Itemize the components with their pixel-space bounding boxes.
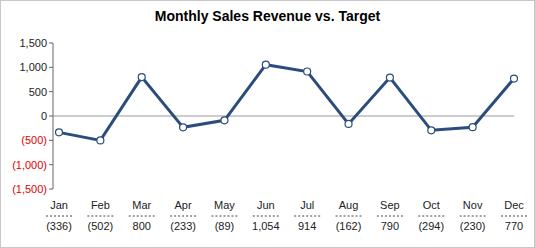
svg-text:(162): (162) (336, 220, 362, 232)
svg-text:Jun: Jun (257, 199, 275, 211)
svg-text:(500): (500) (21, 134, 47, 146)
svg-text:Aug: Aug (339, 199, 359, 211)
svg-text:790: 790 (381, 220, 399, 232)
svg-text:914: 914 (298, 220, 316, 232)
svg-text:Jan: Jan (50, 199, 68, 211)
svg-text:Dec: Dec (504, 199, 524, 211)
svg-text:(502): (502) (88, 220, 114, 232)
svg-text:0: 0 (41, 110, 47, 122)
svg-text:Oct: Oct (423, 199, 440, 211)
svg-text:Mar: Mar (132, 199, 151, 211)
svg-text:Apr: Apr (175, 199, 192, 211)
svg-text:(89): (89) (215, 220, 235, 232)
svg-text:800: 800 (133, 220, 151, 232)
svg-text:Feb: Feb (91, 199, 110, 211)
svg-text:1,500: 1,500 (19, 37, 47, 49)
svg-text:(336): (336) (46, 220, 72, 232)
svg-text:Sep: Sep (380, 199, 400, 211)
svg-text:500: 500 (29, 86, 47, 98)
svg-text:Nov: Nov (463, 199, 483, 211)
svg-text:770: 770 (505, 220, 523, 232)
svg-text:(233): (233) (170, 220, 196, 232)
svg-text:May: May (214, 199, 235, 211)
svg-text:(230): (230) (460, 220, 486, 232)
svg-text:Jul: Jul (300, 199, 314, 211)
svg-text:(1,000): (1,000) (12, 159, 47, 171)
html-text:Monthly Sales Revenue vs. Targ: Monthly Sales Revenue vs. Target (154, 8, 381, 24)
svg-text:1,054: 1,054 (252, 220, 280, 232)
svg-text:(1,500): (1,500) (12, 183, 47, 195)
svg-text:(294): (294) (418, 220, 444, 232)
svg-text:1,000: 1,000 (19, 61, 47, 73)
